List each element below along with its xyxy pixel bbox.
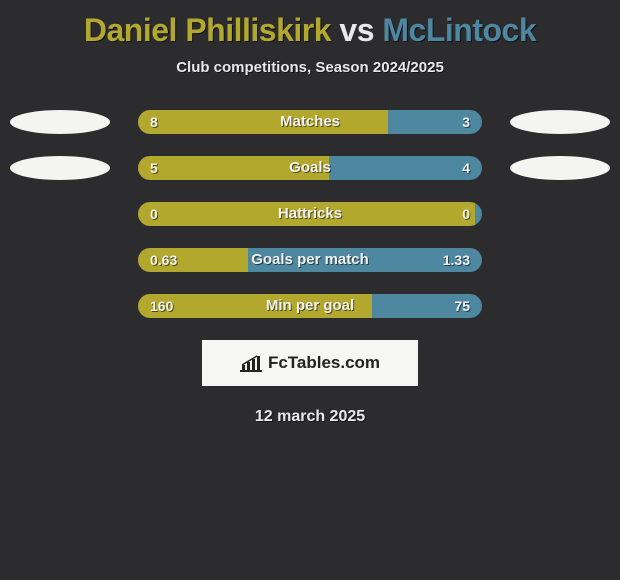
player-ellipse-right (510, 110, 610, 134)
stat-value-right: 4 (462, 156, 470, 180)
stat-value-right: 75 (454, 294, 470, 318)
bar-container (138, 110, 482, 134)
player-ellipse-right (510, 156, 610, 180)
player-ellipse-left (10, 156, 110, 180)
stat-value-left: 0.63 (150, 248, 177, 272)
bar-container (138, 294, 482, 318)
stat-row: Matches83 (0, 110, 620, 134)
bar-right (329, 156, 482, 180)
footer-date: 12 march 2025 (0, 408, 620, 426)
stat-row: Goals54 (0, 156, 620, 180)
player1-name: Daniel Philliskirk (84, 12, 331, 48)
bar-container (138, 156, 482, 180)
subtitle: Club competitions, Season 2024/2025 (0, 59, 620, 76)
vs-text: vs (339, 12, 374, 48)
page-title: Daniel Philliskirk vs McLintock (0, 0, 620, 49)
bar-left (138, 110, 388, 134)
stat-value-right: 1.33 (443, 248, 470, 272)
stat-value-right: 0 (462, 202, 470, 226)
stat-value-left: 160 (150, 294, 173, 318)
player-ellipse-left (10, 110, 110, 134)
branding-text: FcTables.com (268, 353, 380, 373)
bar-right (475, 202, 482, 226)
comparison-rows: Matches83Goals54Hattricks00Goals per mat… (0, 110, 620, 318)
stat-value-right: 3 (462, 110, 470, 134)
stat-value-left: 8 (150, 110, 158, 134)
stat-row: Hattricks00 (0, 202, 620, 226)
bar-container (138, 202, 482, 226)
bar-container (138, 248, 482, 272)
stat-value-left: 0 (150, 202, 158, 226)
chart-icon (240, 354, 262, 372)
stat-row: Min per goal16075 (0, 294, 620, 318)
stat-row: Goals per match0.631.33 (0, 248, 620, 272)
bar-left (138, 156, 329, 180)
bar-left (138, 202, 475, 226)
player2-name: McLintock (382, 12, 536, 48)
stat-value-left: 5 (150, 156, 158, 180)
branding-box: FcTables.com (202, 340, 418, 386)
